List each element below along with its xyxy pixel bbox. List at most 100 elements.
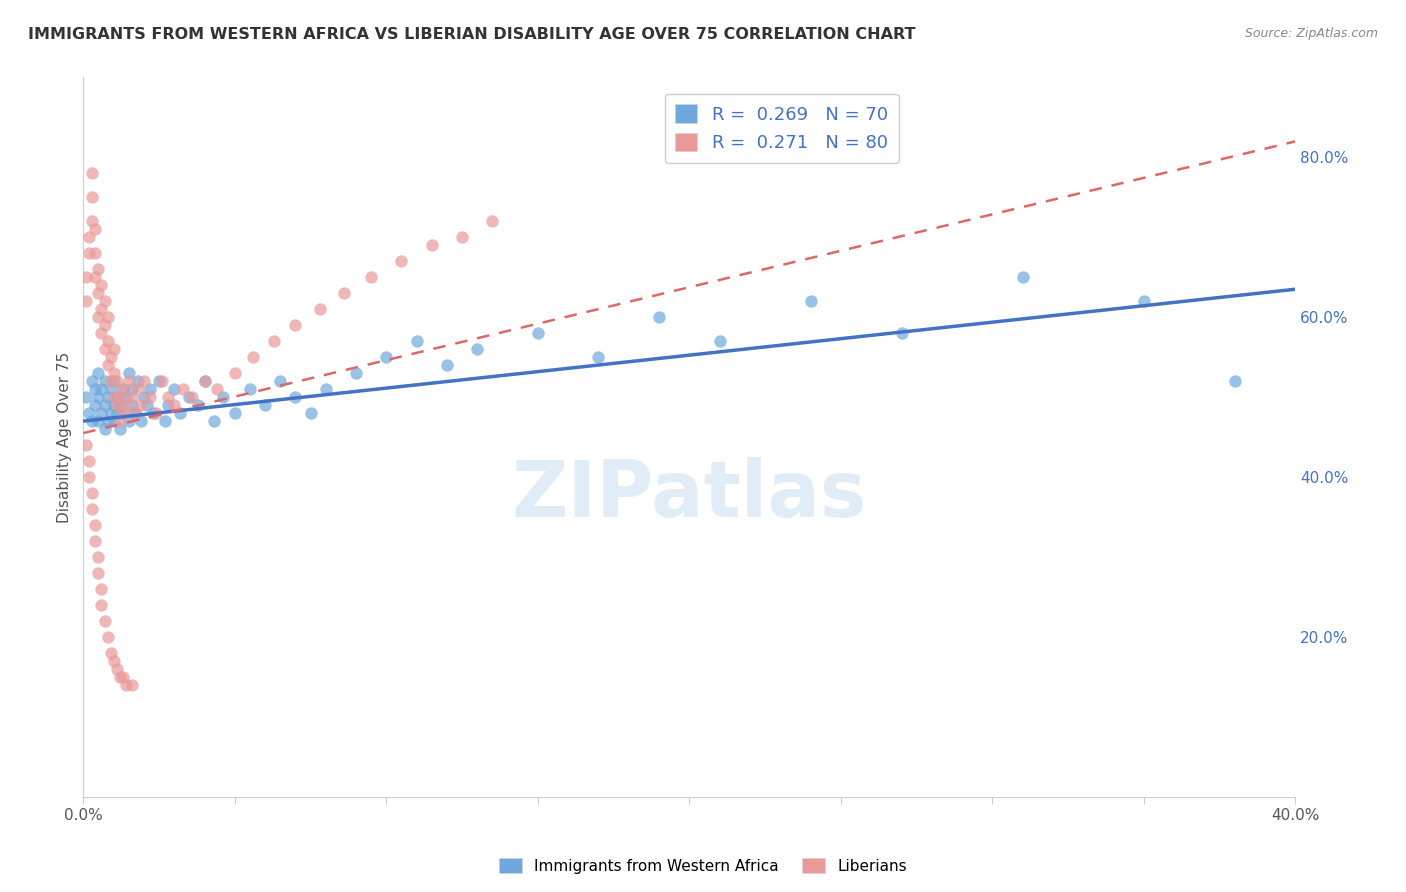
- Point: [124, 406, 146, 420]
- Point: [111, 406, 134, 420]
- Point: [100, 374, 122, 388]
- Point: [82, 486, 104, 500]
- Point: [360, 270, 382, 285]
- Point: [93, 398, 115, 412]
- Point: [84, 246, 107, 260]
- Point: [105, 406, 128, 420]
- Point: [1011, 270, 1033, 285]
- Point: [127, 374, 149, 388]
- Point: [90, 406, 112, 420]
- Point: [111, 670, 134, 684]
- Point: [79, 454, 101, 468]
- Point: [157, 398, 180, 412]
- Point: [1223, 374, 1246, 388]
- Point: [163, 382, 186, 396]
- Point: [129, 414, 152, 428]
- Point: [84, 518, 107, 533]
- Point: [108, 422, 131, 436]
- Point: [93, 614, 115, 628]
- Point: [269, 374, 291, 388]
- Y-axis label: Disability Age Over 75: Disability Age Over 75: [58, 351, 72, 523]
- Point: [87, 566, 110, 580]
- Point: [82, 214, 104, 228]
- Point: [375, 350, 398, 364]
- Point: [800, 294, 823, 309]
- Point: [145, 406, 167, 420]
- Point: [103, 414, 125, 428]
- Point: [111, 382, 134, 396]
- Point: [96, 310, 118, 325]
- Point: [93, 318, 115, 333]
- Point: [451, 230, 474, 244]
- Point: [202, 414, 225, 428]
- Point: [308, 302, 330, 317]
- Point: [391, 254, 413, 268]
- Point: [90, 582, 112, 596]
- Point: [254, 398, 277, 412]
- Point: [127, 382, 149, 396]
- Text: IMMIGRANTS FROM WESTERN AFRICA VS LIBERIAN DISABILITY AGE OVER 75 CORRELATION CH: IMMIGRANTS FROM WESTERN AFRICA VS LIBERI…: [28, 27, 915, 42]
- Point: [87, 262, 110, 277]
- Point: [100, 646, 122, 660]
- Point: [103, 390, 125, 404]
- Point: [93, 294, 115, 309]
- Point: [87, 310, 110, 325]
- Point: [527, 326, 550, 341]
- Point: [96, 390, 118, 404]
- Point: [193, 374, 215, 388]
- Point: [87, 366, 110, 380]
- Point: [114, 678, 136, 692]
- Point: [96, 358, 118, 372]
- Point: [172, 382, 194, 396]
- Point: [121, 678, 143, 692]
- Point: [108, 414, 131, 428]
- Point: [148, 374, 170, 388]
- Point: [709, 334, 731, 348]
- Point: [344, 366, 367, 380]
- Point: [211, 390, 233, 404]
- Point: [79, 230, 101, 244]
- Point: [93, 342, 115, 356]
- Point: [87, 286, 110, 301]
- Point: [75, 438, 97, 452]
- Point: [100, 350, 122, 364]
- Point: [187, 398, 209, 412]
- Point: [105, 398, 128, 412]
- Point: [181, 390, 204, 404]
- Point: [96, 334, 118, 348]
- Point: [90, 598, 112, 612]
- Point: [111, 406, 134, 420]
- Point: [105, 662, 128, 676]
- Point: [242, 350, 264, 364]
- Point: [87, 549, 110, 564]
- Point: [179, 390, 201, 404]
- Point: [129, 398, 152, 412]
- Point: [284, 390, 307, 404]
- Point: [108, 670, 131, 684]
- Point: [169, 406, 191, 420]
- Point: [103, 374, 125, 388]
- Point: [90, 278, 112, 293]
- Point: [79, 406, 101, 420]
- Legend: Immigrants from Western Africa, Liberians: Immigrants from Western Africa, Liberian…: [494, 852, 912, 880]
- Point: [315, 382, 337, 396]
- Point: [105, 390, 128, 404]
- Point: [103, 398, 125, 412]
- Point: [436, 358, 458, 372]
- Point: [82, 374, 104, 388]
- Point: [333, 286, 356, 301]
- Point: [118, 414, 141, 428]
- Point: [263, 334, 285, 348]
- Point: [75, 270, 97, 285]
- Point: [84, 222, 107, 236]
- Point: [157, 390, 180, 404]
- Point: [75, 294, 97, 309]
- Text: Source: ZipAtlas.com: Source: ZipAtlas.com: [1244, 27, 1378, 40]
- Point: [142, 406, 165, 420]
- Point: [111, 382, 134, 396]
- Point: [93, 374, 115, 388]
- Point: [465, 342, 488, 356]
- Point: [118, 374, 141, 388]
- Point: [100, 406, 122, 420]
- Point: [136, 398, 159, 412]
